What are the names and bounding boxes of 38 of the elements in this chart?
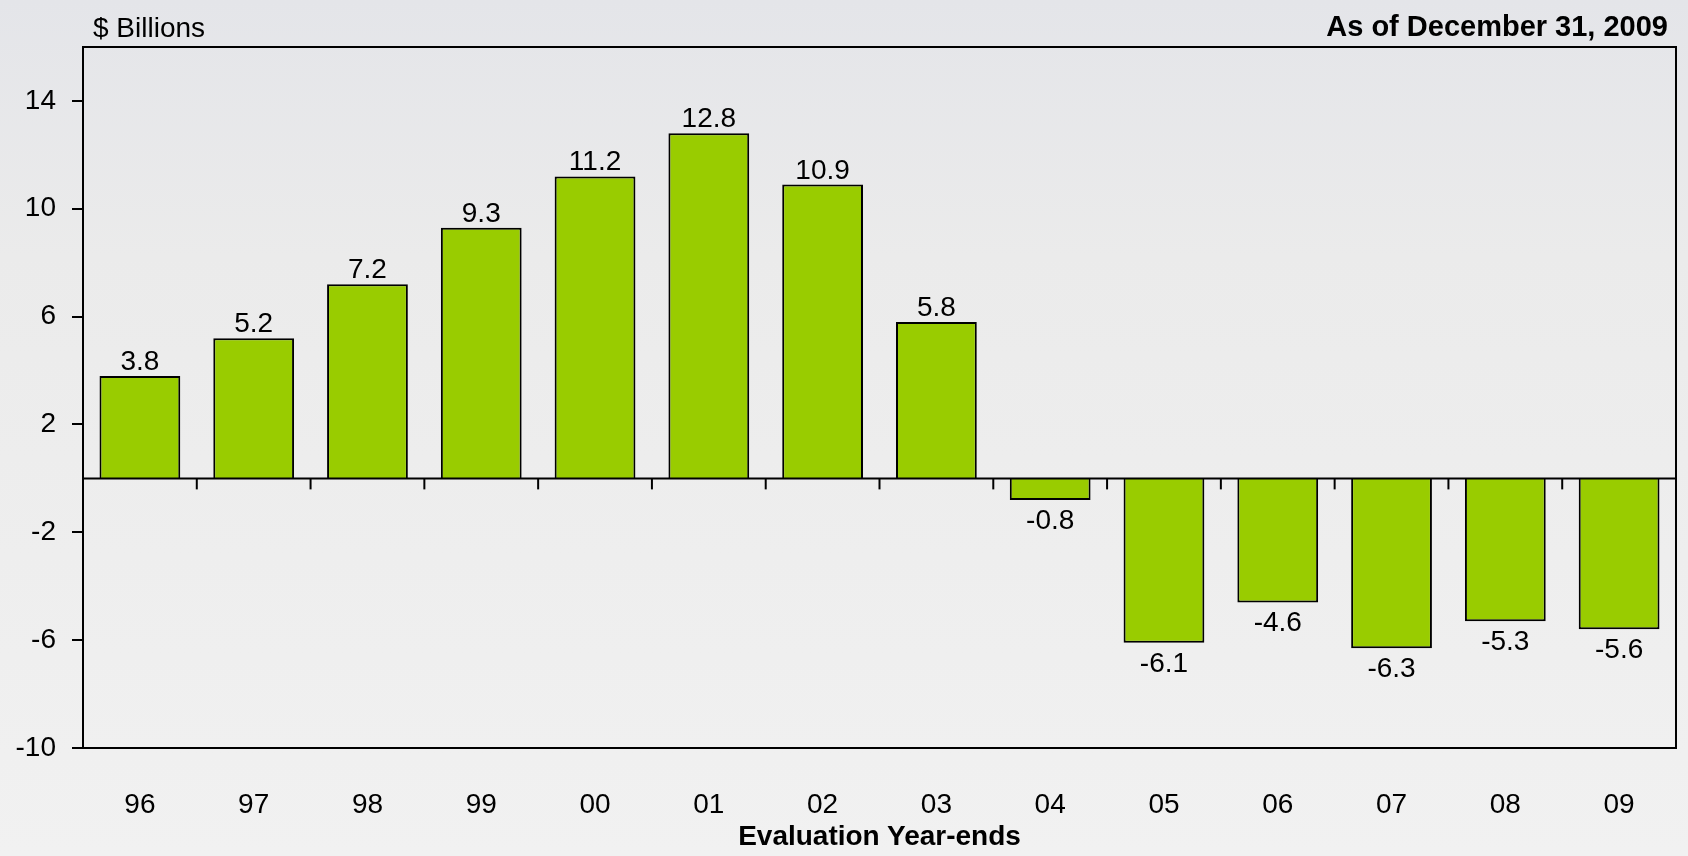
y-tick-label: -2 (31, 515, 56, 547)
x-tick-label: 07 (1375, 787, 1408, 819)
y-tick-label: 2 (40, 407, 56, 439)
chart-subtitle: As of December 31, 2009 (1326, 10, 1668, 42)
data-label: 5.2 (234, 307, 274, 339)
data-label: -6.1 (1139, 646, 1189, 678)
y-tick-label: 6 (40, 299, 56, 331)
x-axis-title: Evaluation Year-ends (738, 819, 1021, 851)
data-label: 3.8 (120, 344, 160, 376)
data-label: -5.6 (1594, 633, 1644, 665)
x-tick-label: 99 (465, 787, 497, 819)
data-label: -5.3 (1481, 625, 1530, 657)
x-tick-label: 02 (807, 787, 839, 819)
x-tick-label: 98 (351, 787, 384, 819)
data-label: -0.8 (1026, 503, 1075, 535)
x-tick-label: 00 (579, 787, 611, 819)
y-axis-title: $ Billions (93, 12, 206, 43)
y-tick-label: 14 (24, 83, 56, 115)
x-tick-label: 97 (238, 787, 270, 819)
x-tick-label: 03 (920, 787, 952, 819)
x-tick-label: 06 (1262, 787, 1294, 819)
data-label: -4.6 (1253, 606, 1302, 638)
data-label: 5.8 (916, 291, 956, 323)
x-tick-label: 08 (1489, 787, 1521, 819)
x-tick-label: 01 (693, 787, 725, 819)
y-tick-label: 10 (24, 191, 56, 223)
x-tick-label: 96 (124, 787, 156, 819)
x-tick-label: 09 (1603, 787, 1635, 819)
x-tick-label: 05 (1148, 787, 1180, 819)
data-label: 7.2 (348, 253, 387, 285)
data-label: 11.2 (568, 145, 622, 177)
data-label: 10.9 (795, 153, 850, 185)
data-label: -6.3 (1367, 652, 1416, 684)
data-label: 12.8 (681, 102, 737, 134)
y-tick-label: -10 (15, 730, 56, 762)
x-tick-label: 04 (1034, 787, 1066, 819)
data-label: 9.3 (461, 196, 501, 228)
y-tick-label: -6 (31, 622, 56, 654)
